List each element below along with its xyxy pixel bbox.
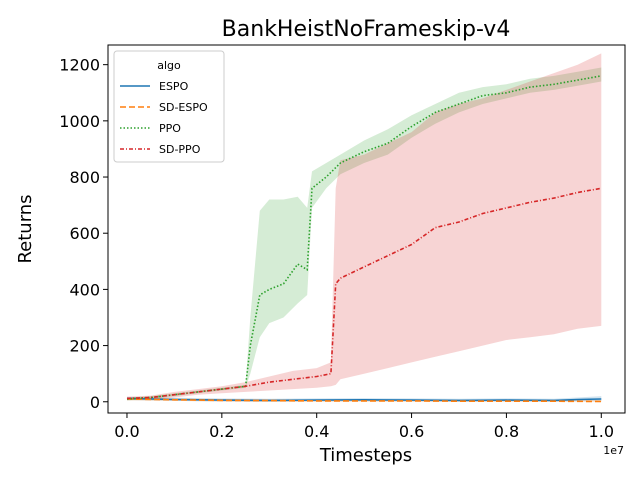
x-offset-label: 1e7	[603, 444, 624, 457]
y-axis-label: Returns	[15, 194, 36, 263]
y-tick-label: 0	[90, 393, 100, 412]
legend-label-sd-espo: SD-ESPO	[159, 101, 208, 114]
x-axis-label: Timesteps	[319, 445, 412, 466]
x-tick-label: 0.2	[209, 422, 234, 441]
y-tick-label: 1200	[59, 56, 100, 75]
legend-label-sd-ppo: SD-PPO	[159, 143, 201, 156]
legend-label-ppo: PPO	[159, 122, 181, 135]
y-tick-label: 200	[69, 337, 100, 356]
legend-items: ESPO SD-ESPO PPO SD-PPO	[120, 80, 208, 156]
series-lines	[126, 75, 602, 403]
plot-frame	[107, 44, 626, 414]
series-line-sd-espo	[126, 398, 602, 403]
chart-title: BankHeistNoFrameskip-v4	[222, 17, 511, 42]
x-tick-label: 0.6	[399, 422, 424, 441]
legend-box	[113, 50, 225, 163]
series-line-sd-ppo	[126, 187, 602, 400]
legend-label-espo: ESPO	[159, 80, 189, 93]
x-axis: 0.0 0.2 0.4 0.6 0.8 1.0	[114, 413, 614, 441]
band-sd-ppo	[127, 53, 602, 401]
y-tick-label: 1000	[59, 112, 100, 131]
x-tick-label: 1.0	[589, 422, 614, 441]
x-tick-label: 0.8	[494, 422, 519, 441]
y-tick-label: 600	[69, 224, 100, 243]
y-tick-label: 800	[69, 168, 100, 187]
y-axis: 0 200 400 600 800 1000 1200	[59, 56, 108, 412]
legend: algo ESPO SD-ESPO PPO SD-PPO	[113, 50, 225, 163]
legend-title: algo	[157, 59, 181, 72]
y-tick-label: 400	[69, 280, 100, 299]
x-tick-label: 0.0	[114, 422, 139, 441]
x-tick-label: 0.4	[304, 422, 329, 441]
